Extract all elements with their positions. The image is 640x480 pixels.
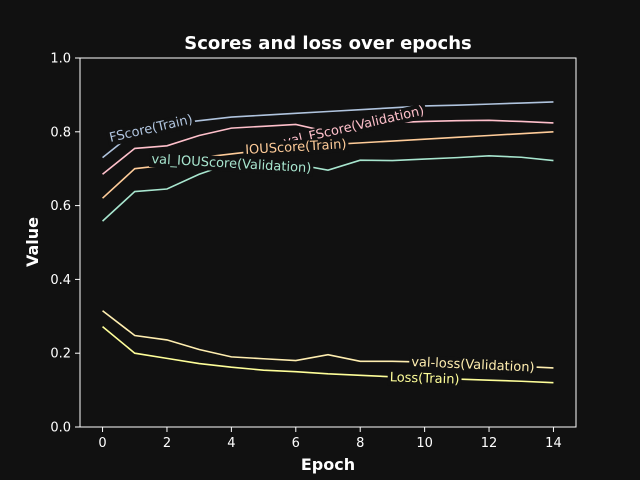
y-axis-label: Value [23, 217, 42, 267]
series-label-bg [387, 370, 462, 388]
series-line-loss-train [102, 326, 554, 384]
series-line-val-iouscore-validation [102, 154, 554, 222]
series-label-iouscore-train: IOUScore(Train) [242, 137, 349, 159]
series-label-bg [408, 354, 537, 376]
y-tick-label: 0.6 [50, 199, 71, 214]
x-tick-label: 4 [227, 436, 235, 451]
x-tick-label: 12 [481, 436, 498, 451]
y-tick-label: 1.0 [50, 52, 71, 67]
y-axis-ticks: 0.0 0.2 0.4 0.6 0.8 1.0 [50, 52, 80, 436]
x-tick-label: 2 [163, 436, 171, 451]
y-tick-label: 0.4 [50, 273, 71, 288]
chart-title: Scores and loss over epochs [184, 33, 472, 54]
x-tick-label: 6 [292, 436, 300, 451]
series-label-loss-train: Loss(Train) [387, 370, 462, 388]
x-tick-label: 10 [416, 436, 433, 451]
series-label-text: Loss(Train) [389, 370, 459, 387]
x-tick-label: 8 [356, 436, 364, 451]
series-label-bg [280, 103, 428, 151]
x-axis-label: Epoch [301, 455, 355, 474]
series-label-bg [106, 111, 197, 147]
x-tick-label: 0 [98, 436, 106, 451]
y-tick-label: 0.8 [50, 125, 71, 140]
y-tick-label: 0.0 [50, 421, 71, 436]
series-label-bg [242, 137, 349, 159]
series-label-bg [148, 151, 314, 177]
series-label-val-loss-validation: val-loss(Validation) [408, 354, 537, 376]
series-label-text: IOUScore(Train) [245, 137, 347, 158]
x-tick-label: 14 [545, 436, 562, 451]
y-tick-label: 0.2 [50, 347, 71, 362]
x-axis-ticks: 0 2 4 6 8 10 12 14 [98, 427, 562, 451]
series-label-text: val-loss(Validation) [411, 355, 535, 376]
